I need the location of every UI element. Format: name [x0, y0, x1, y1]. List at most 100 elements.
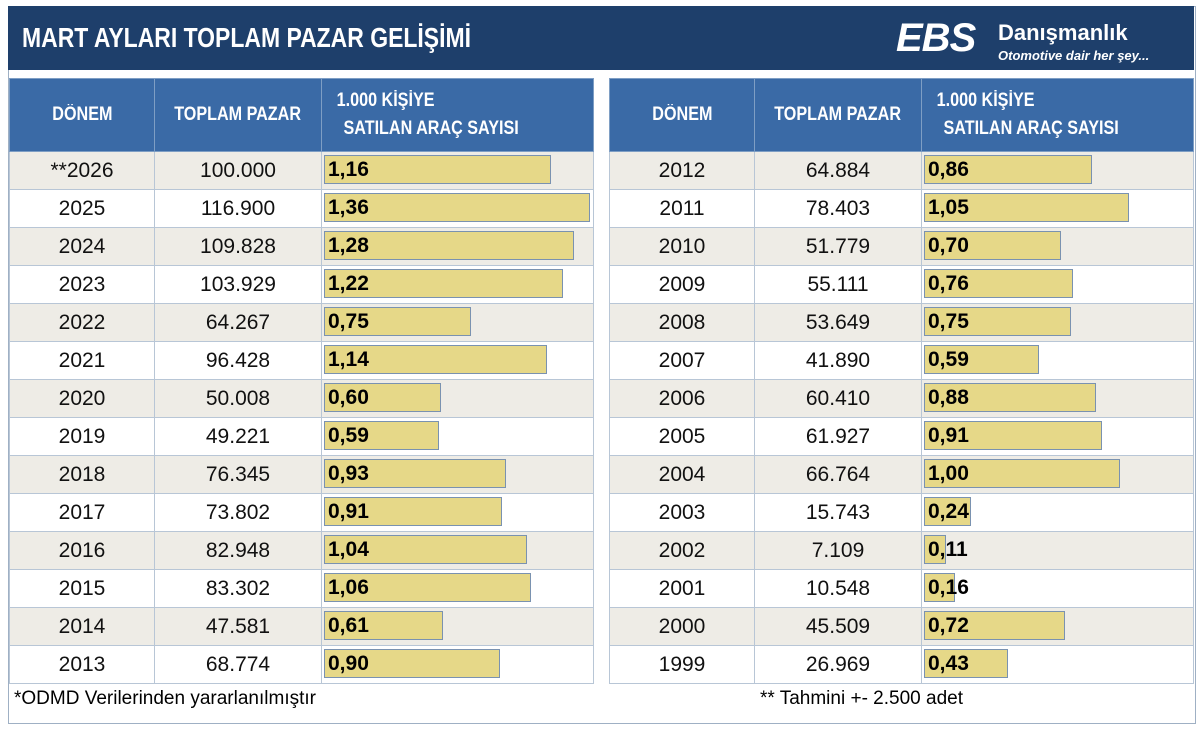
rate-cell: 0,91	[321, 493, 594, 532]
total-market-cell: 41.890	[754, 341, 922, 380]
table-row: 2007 41.890 0,59	[609, 341, 1194, 380]
rate-cell: 0,91	[921, 417, 1194, 456]
period-cell: 2006	[609, 379, 755, 418]
rate-bar	[924, 459, 1120, 488]
right-table-body: 2012 64.884 0,86 2011 78.403 1,05 2010 51.779 0,…	[609, 151, 1194, 684]
rate-cell: 1,14	[321, 341, 594, 380]
rate-label: 0,11	[928, 538, 968, 561]
rate-label: 1,14	[328, 348, 369, 371]
table-row: 2013 68.774 0,90	[9, 645, 594, 684]
total-market-cell: 68.774	[154, 645, 322, 684]
total-market-cell: 96.428	[154, 341, 322, 380]
rate-bar	[924, 497, 971, 526]
period-cell: 2005	[609, 417, 755, 456]
rate-bar	[324, 459, 506, 488]
rate-bar	[324, 497, 502, 526]
total-market-cell: 53.649	[754, 303, 922, 342]
rate-bar	[324, 155, 551, 184]
rate-label: 0,90	[328, 652, 369, 675]
total-market-cell: 73.802	[154, 493, 322, 532]
rate-cell: 0,75	[321, 303, 594, 342]
table-row: 2004 66.764 1,00	[609, 455, 1194, 494]
rate-label: 1,28	[328, 234, 369, 257]
total-market-cell: 83.302	[154, 569, 322, 608]
total-market-cell: 64.884	[754, 151, 922, 190]
rate-bar	[924, 611, 1065, 640]
column-header-rate: 1.000 KİŞİYE SATILAN ARAÇ SAYISI	[321, 78, 594, 152]
rate-label: 0,61	[328, 614, 369, 637]
left-data-table: DÖNEM TOPLAM PAZAR 1.000 KİŞİYE SATILAN A…	[9, 78, 594, 684]
rate-bar	[324, 649, 500, 678]
rate-label: 0,16	[928, 576, 969, 599]
period-cell: 2003	[609, 493, 755, 532]
rate-cell: 0,93	[321, 455, 594, 494]
rate-cell: 0,43	[921, 645, 1194, 684]
table-row: 2019 49.221 0,59	[9, 417, 594, 456]
total-market-cell: 64.267	[154, 303, 322, 342]
page-title: MART AYLARI TOPLAM PAZAR GELİŞİMİ	[22, 22, 472, 53]
rate-bar	[324, 345, 547, 374]
table-row: 2018 76.345 0,93	[9, 455, 594, 494]
rate-label: 0,70	[928, 234, 969, 257]
total-market-cell: 10.548	[754, 569, 922, 608]
rate-bar	[324, 421, 439, 450]
period-cell: 2004	[609, 455, 755, 494]
source-note: *ODMD Verilerinden yararlanılmıştır	[14, 688, 316, 709]
table-row: 2023 103.929 1,22	[9, 265, 594, 304]
table-row: 1999 26.969 0,43	[609, 645, 1194, 684]
table-row: 2021 96.428 1,14	[9, 341, 594, 380]
rate-cell: 1,28	[321, 227, 594, 266]
period-cell: 2015	[9, 569, 155, 608]
table-row: 2006 60.410 0,88	[609, 379, 1194, 418]
rate-label: 0,59	[328, 424, 369, 447]
rate-label: 1,22	[328, 272, 369, 295]
total-market-cell: 76.345	[154, 455, 322, 494]
table-row: 2001 10.548 0,16	[609, 569, 1194, 608]
table-row: 2005 61.927 0,91	[609, 417, 1194, 456]
rate-cell: 0,90	[321, 645, 594, 684]
total-market-cell: 60.410	[754, 379, 922, 418]
rate-label: 0,91	[328, 500, 369, 523]
total-market-cell: 82.948	[154, 531, 322, 570]
table-row: 2015 83.302 1,06	[9, 569, 594, 608]
table-row: 2017 73.802 0,91	[9, 493, 594, 532]
period-cell: 2008	[609, 303, 755, 342]
right-data-table: DÖNEM TOPLAM PAZAR 1.000 KİŞİYE SATILAN A…	[609, 78, 1194, 684]
table-row: 2011 78.403 1,05	[609, 189, 1194, 228]
rate-cell: 0,61	[321, 607, 594, 646]
rate-label: 1,16	[328, 158, 369, 181]
rate-label: 1,06	[328, 576, 369, 599]
rate-label: 0,88	[928, 386, 969, 409]
rate-bar	[324, 535, 527, 564]
total-market-cell: 55.111	[754, 265, 922, 304]
rate-cell: 1,36	[321, 189, 594, 228]
table-row: 2000 45.509 0,72	[609, 607, 1194, 646]
table-row: 2020 50.008 0,60	[9, 379, 594, 418]
period-cell: 2001	[609, 569, 755, 608]
rate-label: 0,93	[328, 462, 369, 485]
total-market-cell: 26.969	[754, 645, 922, 684]
column-header-period: DÖNEM	[609, 78, 755, 152]
rate-label: 1,36	[328, 196, 369, 219]
table-row: 2014 47.581 0,61	[9, 607, 594, 646]
period-cell: 2012	[609, 151, 755, 190]
rate-label: 0,75	[328, 310, 369, 333]
table-header-row: DÖNEM TOPLAM PAZAR 1.000 KİŞİYE SATILAN A…	[9, 78, 594, 152]
rate-cell: 0,76	[921, 265, 1194, 304]
rate-cell: 0,70	[921, 227, 1194, 266]
table-row: 2003 15.743 0,24	[609, 493, 1194, 532]
rate-bar	[924, 193, 1129, 222]
table-row: 2010 51.779 0,70	[609, 227, 1194, 266]
period-cell: 2024	[9, 227, 155, 266]
rate-label: 1,04	[328, 538, 369, 561]
total-market-cell: 51.779	[754, 227, 922, 266]
total-market-cell: 15.743	[754, 493, 922, 532]
rate-bar	[324, 383, 441, 412]
table-row: 2002 7.109 0,11	[609, 531, 1194, 570]
period-cell: 2017	[9, 493, 155, 532]
rate-cell: 0,11	[921, 531, 1194, 570]
rate-bar	[924, 269, 1073, 298]
rate-label: 0,75	[928, 310, 969, 333]
total-market-cell: 45.509	[754, 607, 922, 646]
rate-cell: 1,00	[921, 455, 1194, 494]
